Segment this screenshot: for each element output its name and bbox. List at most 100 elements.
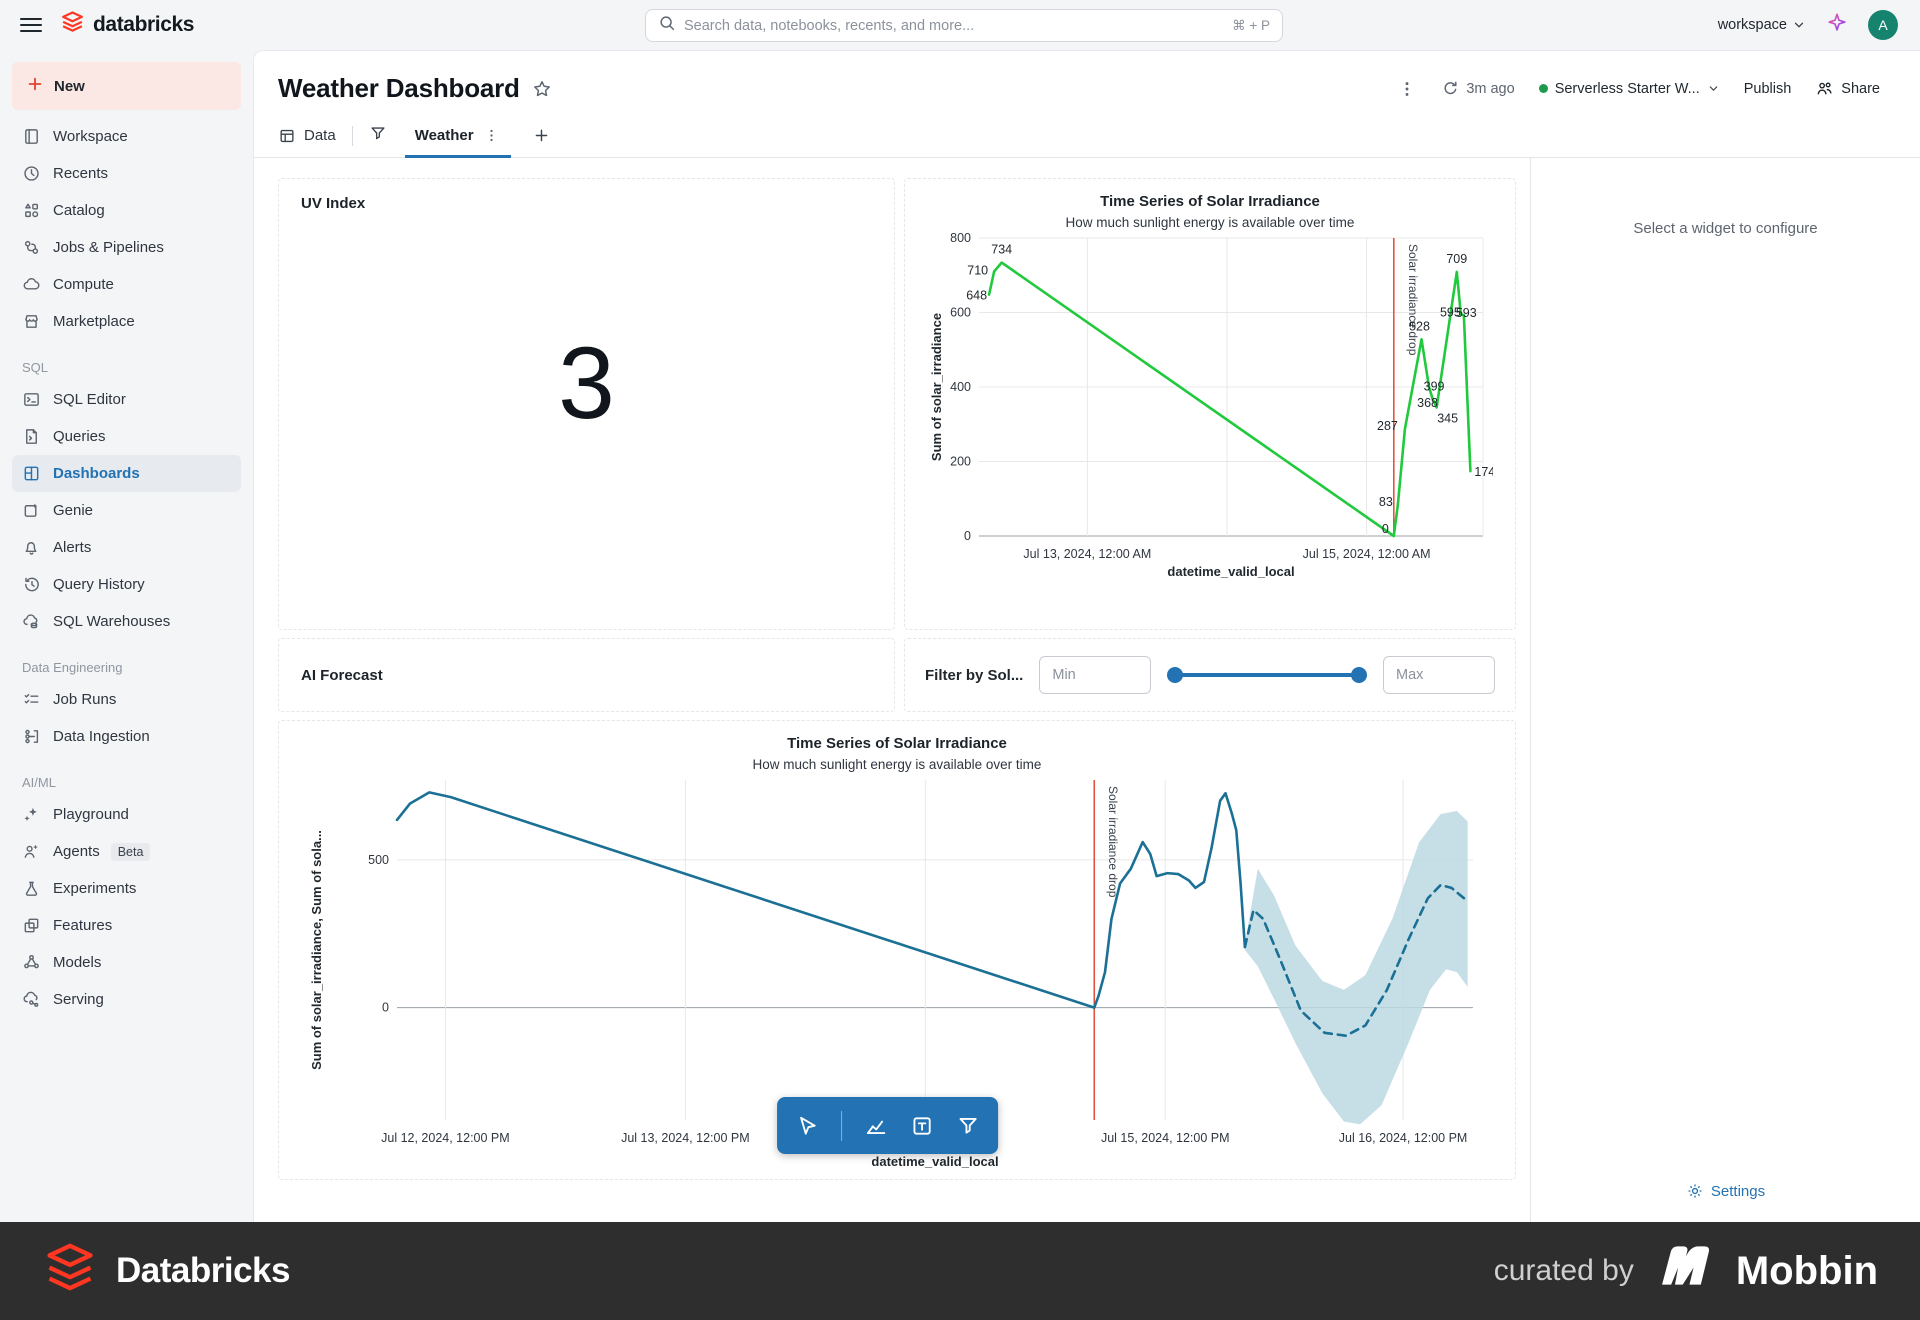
curated-by-text: curated by	[1493, 1254, 1634, 1287]
databricks-logo[interactable]: databricks	[60, 10, 194, 40]
filter-min-input[interactable]	[1039, 656, 1152, 694]
new-button-label: New	[54, 77, 85, 95]
sidebar-item-alerts[interactable]: Alerts	[12, 529, 241, 566]
sidebar-item-label: Features	[53, 917, 113, 934]
sidebar-item-label: Job Runs	[53, 691, 117, 708]
slider-handle-min[interactable]	[1167, 667, 1184, 683]
publish-button[interactable]: Publish	[1743, 80, 1792, 97]
chart-title: Time Series of Solar Irradiance	[1100, 193, 1320, 210]
tab-data[interactable]: Data	[278, 114, 336, 157]
filters-icon[interactable]	[369, 124, 387, 147]
sidebar-item-label: Workspace	[53, 128, 128, 145]
serving-icon	[22, 990, 42, 1010]
assistant-sparkle-icon[interactable]	[1826, 12, 1848, 39]
svg-text:368: 368	[1417, 396, 1438, 410]
data-table-icon	[280, 129, 294, 142]
sidebar-item-catalog[interactable]: Catalog	[12, 192, 241, 229]
sidebar-item-genie[interactable]: Genie	[12, 492, 241, 529]
new-button[interactable]: New	[12, 62, 241, 110]
sidebar-section-header: AI/ML	[22, 775, 56, 790]
svg-text:400: 400	[950, 380, 971, 394]
svg-text:734: 734	[991, 243, 1012, 257]
svg-text:datetime_valid_local: datetime_valid_local	[1167, 564, 1294, 579]
sidebar-item-query-history[interactable]: Query History	[12, 566, 241, 603]
ai-forecast-widget[interactable]: AI Forecast	[278, 638, 895, 712]
refresh-button[interactable]: 3m ago	[1442, 80, 1515, 97]
slider-track[interactable]	[1175, 673, 1359, 677]
toolbar-chart-icon[interactable]	[864, 1114, 888, 1138]
sidebar-item-marketplace[interactable]: Marketplace	[12, 303, 241, 340]
sidebar-item-label: Playground	[53, 806, 129, 823]
warehouse-name: Serverless Starter W...	[1554, 80, 1700, 97]
gear-icon	[1688, 1184, 1702, 1198]
svg-text:287: 287	[1377, 419, 1398, 433]
sidebar-item-jobs-pipelines[interactable]: Jobs & Pipelines	[12, 229, 241, 266]
toolbar-textbox-icon[interactable]	[910, 1114, 934, 1138]
workspace-switcher[interactable]: workspace	[1718, 17, 1806, 33]
sparkles-icon	[22, 805, 42, 825]
sidebar-item-compute[interactable]: Compute	[12, 266, 241, 303]
svg-text:0: 0	[964, 529, 971, 543]
mobbin-logo-icon	[1660, 1245, 1722, 1297]
clock-icon	[22, 164, 42, 184]
svg-text:710: 710	[967, 264, 988, 278]
sidebar-item-playground[interactable]: Playground	[12, 796, 241, 833]
filter-widget[interactable]: Filter by Sol...	[904, 638, 1516, 712]
favorite-star-icon[interactable]	[532, 79, 552, 99]
dashboard-canvas: UV Index 3 Time Series of Solar Irradian…	[254, 158, 1530, 1222]
sidebar-item-dashboards[interactable]: Dashboards	[12, 455, 241, 492]
storefront-icon	[22, 312, 42, 332]
svg-text:Jul 12, 2024, 12:00 PM: Jul 12, 2024, 12:00 PM	[381, 1131, 510, 1145]
edit-toolbar	[777, 1097, 999, 1154]
svg-text:Jul 15, 2024, 12:00 AM: Jul 15, 2024, 12:00 AM	[1303, 547, 1431, 561]
tab-weather[interactable]: Weather	[404, 114, 511, 158]
sidebar-item-sql-editor[interactable]: SQL Editor	[12, 381, 241, 418]
flask-icon	[22, 879, 42, 899]
sidebar-item-models[interactable]: Models	[12, 944, 241, 981]
filter-max-input[interactable]	[1383, 656, 1495, 694]
share-button[interactable]: Share	[1815, 79, 1880, 98]
uv-index-widget[interactable]: UV Index 3	[278, 178, 895, 630]
search-input[interactable]	[684, 17, 1225, 34]
global-search[interactable]: ⌘ + P	[645, 9, 1283, 42]
sidebar-item-data-ingestion[interactable]: Data Ingestion	[12, 718, 241, 755]
chevron-down-icon	[1709, 86, 1718, 91]
range-slider[interactable]	[1167, 667, 1367, 683]
plus-icon	[26, 75, 44, 97]
sidebar-item-agents[interactable]: Agents Beta	[12, 833, 241, 870]
beta-badge: Beta	[110, 842, 151, 861]
sidebar-item-serving[interactable]: Serving	[12, 981, 241, 1018]
svg-text:709: 709	[1446, 252, 1467, 266]
sidebar-nav: Workspace Recents Catalog Jobs & Pipelines C…	[12, 118, 241, 1018]
solar-irradiance-chart-widget[interactable]: Time Series of Solar Irradiance How much…	[904, 178, 1516, 630]
toolbar-divider	[841, 1110, 843, 1141]
toolbar-cursor-icon[interactable]	[795, 1114, 819, 1138]
network-icon	[22, 953, 42, 973]
sidebar-item-workspace[interactable]: Workspace	[12, 118, 241, 155]
sidebar-item-sql-warehouses[interactable]: SQL Warehouses	[12, 603, 241, 640]
avatar[interactable]: A	[1868, 10, 1898, 40]
settings-button[interactable]: Settings	[1531, 1182, 1920, 1200]
tab-options-kebab-icon[interactable]	[482, 128, 501, 143]
kebab-menu-icon[interactable]	[1396, 80, 1418, 98]
divider	[351, 125, 353, 146]
top-bar: databricks ⌘ + P workspace A	[0, 0, 1920, 50]
sidebar-item-features[interactable]: Features	[12, 907, 241, 944]
sidebar-item-job-runs[interactable]: Job Runs	[12, 681, 241, 718]
svg-text:0: 0	[1382, 522, 1389, 536]
slider-handle-max[interactable]	[1351, 667, 1367, 683]
toolbar-filter-icon[interactable]	[956, 1114, 980, 1138]
workflow-icon	[22, 238, 42, 258]
add-page-button[interactable]	[533, 127, 550, 144]
layers-icon	[22, 916, 42, 936]
tab-weather-label: Weather	[414, 127, 474, 144]
sidebar-item-queries[interactable]: Queries	[12, 418, 241, 455]
refresh-icon	[1444, 81, 1457, 95]
hamburger-menu-icon[interactable]	[20, 18, 42, 32]
search-shortcut: ⌘ + P	[1232, 17, 1270, 33]
svg-text:800: 800	[950, 231, 971, 245]
sidebar-item-recents[interactable]: Recents	[12, 155, 241, 192]
catalog-icon	[22, 201, 42, 221]
sidebar-item-experiments[interactable]: Experiments	[12, 870, 241, 907]
warehouse-selector[interactable]: Serverless Starter W...	[1538, 80, 1720, 97]
